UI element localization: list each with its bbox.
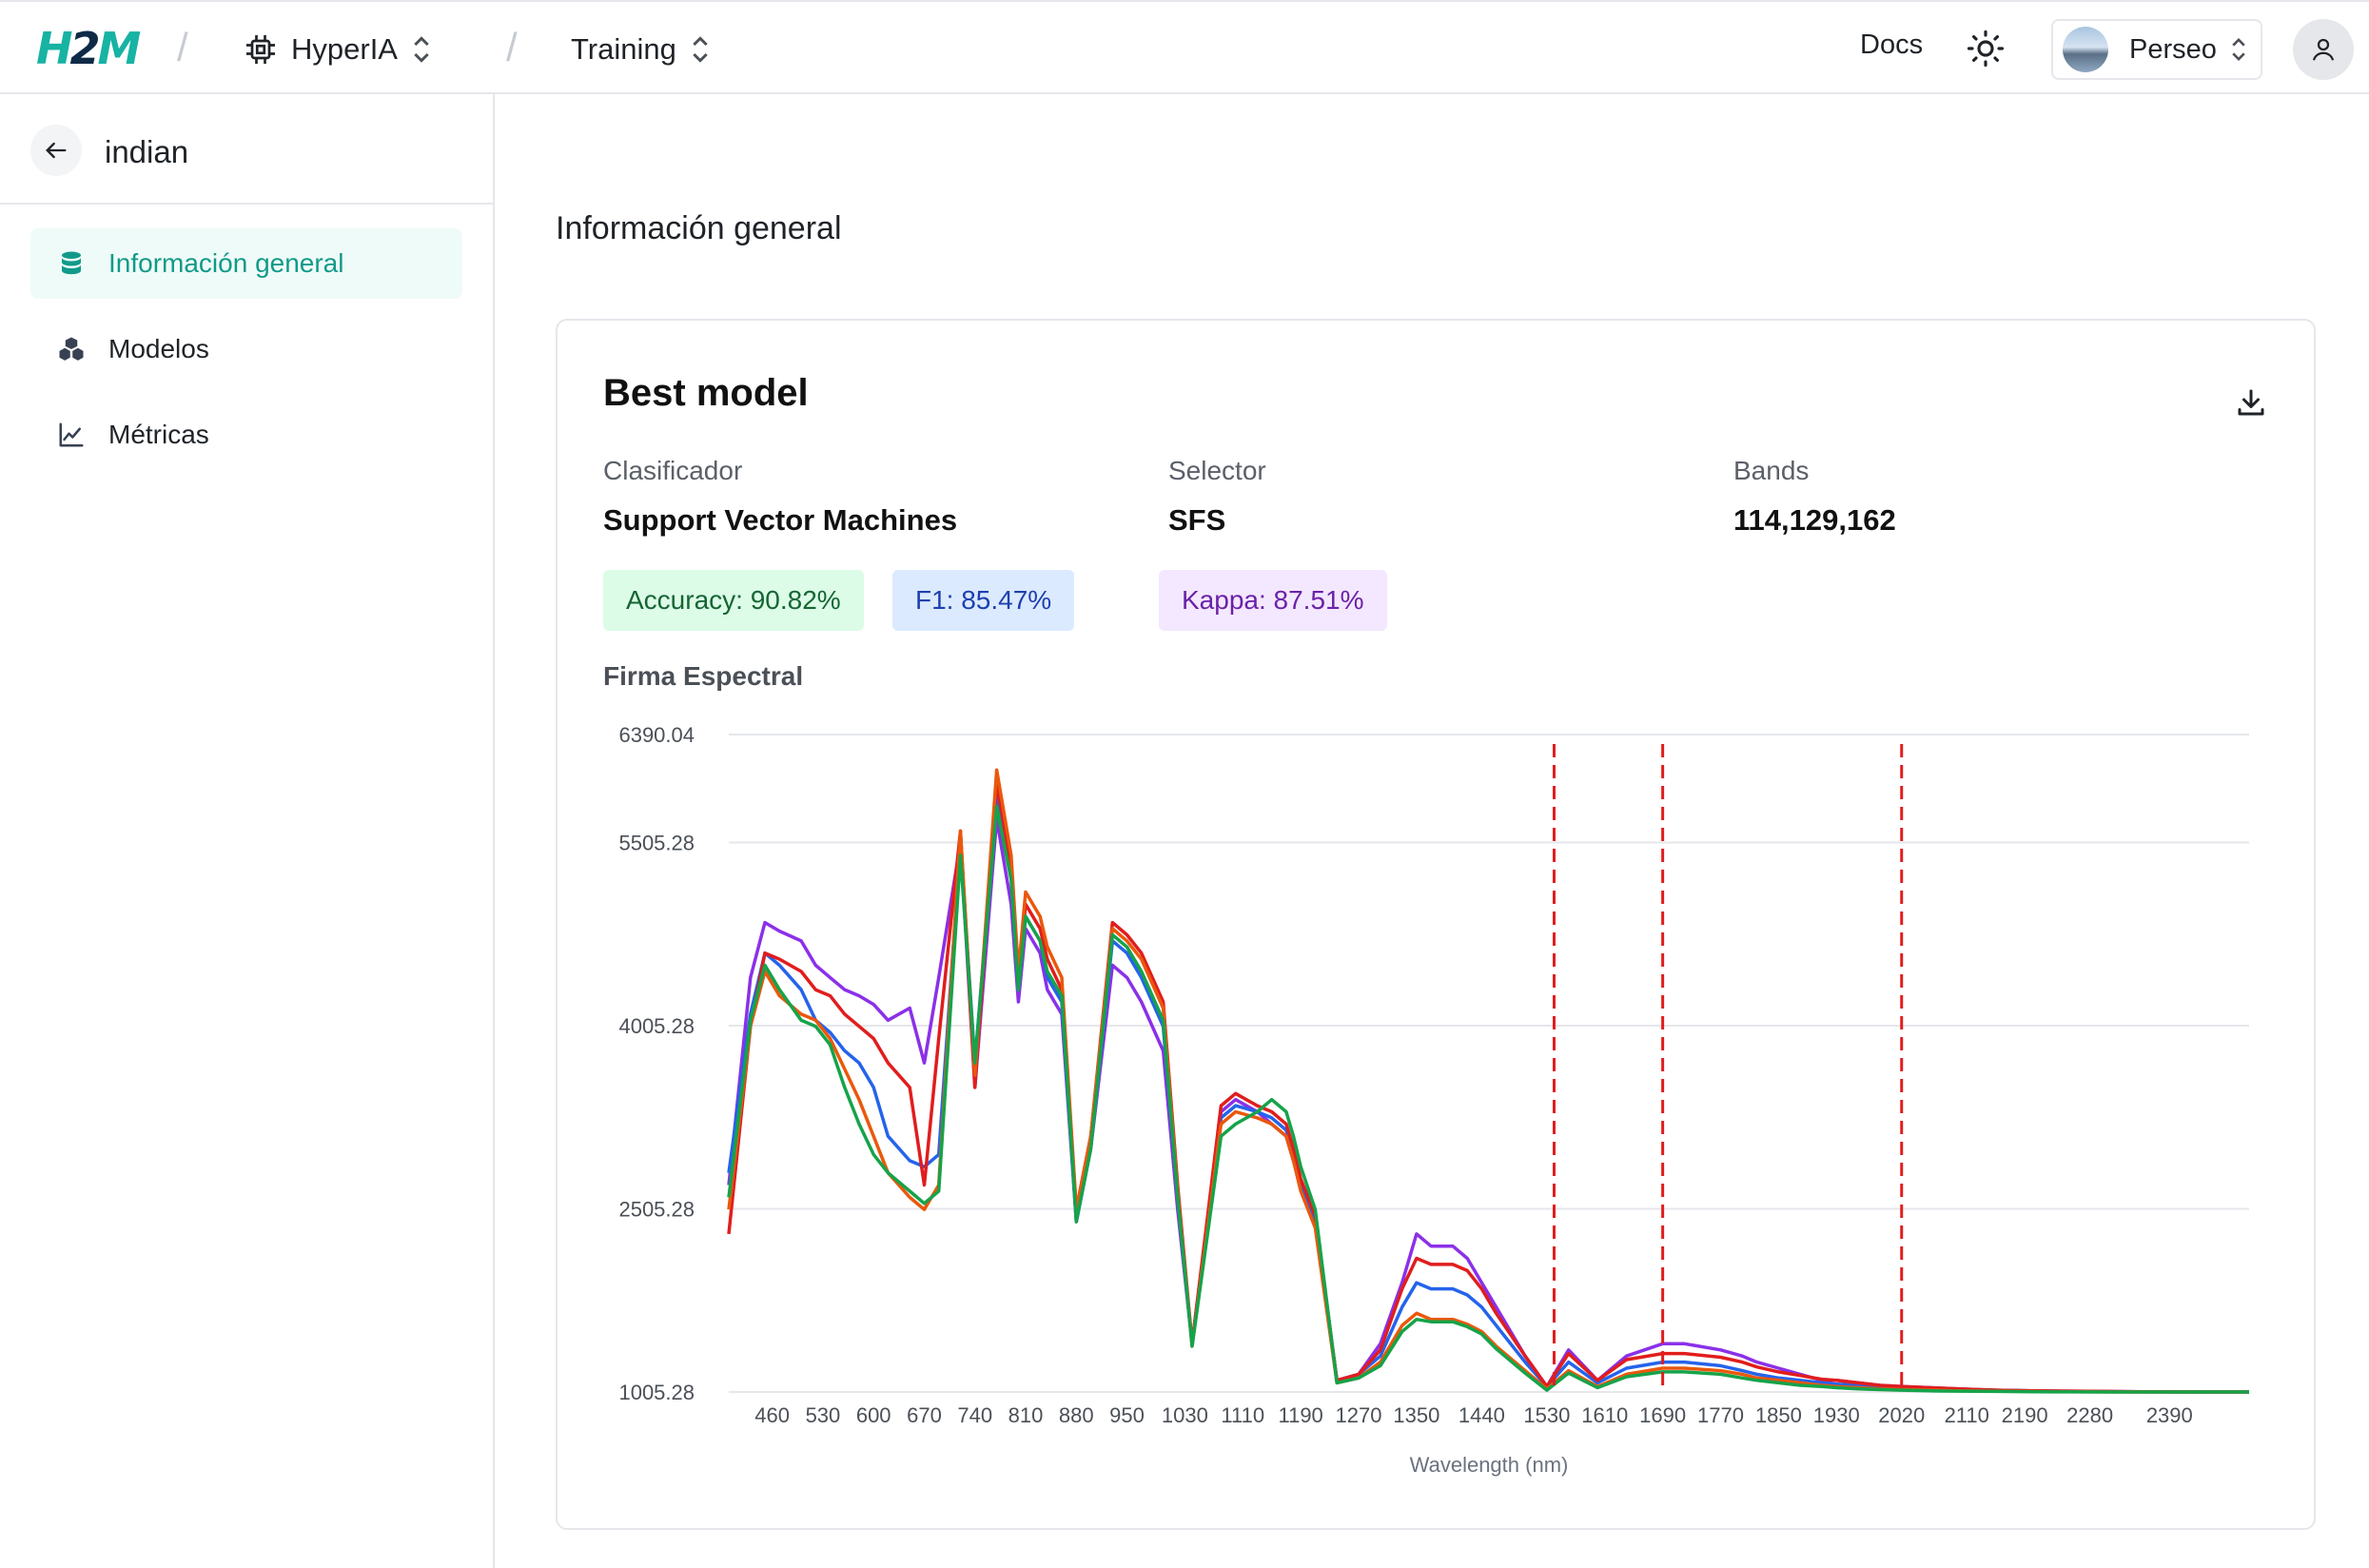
x-tick-label: 1850: [1755, 1403, 1802, 1427]
x-tick-label: 1440: [1459, 1403, 1505, 1427]
field-value: SFS: [1168, 503, 1226, 537]
chevron-up-down-icon: [2232, 38, 2245, 61]
x-tick-label: 600: [856, 1403, 891, 1427]
page-title: Información general: [556, 210, 842, 246]
h2m-logo[interactable]: H2M: [36, 23, 141, 74]
x-tick-label: 1030: [1162, 1403, 1208, 1427]
sidebar-item-label: Métricas: [108, 420, 209, 449]
x-tick-label: 1190: [1278, 1403, 1322, 1427]
section-name: Training: [571, 32, 676, 66]
sidebar-item-metricas[interactable]: Métricas: [30, 400, 462, 470]
breadcrumb-separator: /: [177, 25, 188, 69]
x-tick-label: 1350: [1393, 1403, 1439, 1427]
y-tick-label: 1005.28: [618, 1381, 695, 1404]
docs-link[interactable]: Docs: [1860, 29, 1924, 60]
y-tick-label: 6390.04: [618, 723, 695, 747]
chip-icon: [246, 35, 275, 64]
y-tick-label: 5505.28: [618, 832, 695, 855]
top-bar: H2M / HyperIA / Training Docs Perseo: [0, 0, 2369, 94]
field-label: Bands: [1733, 456, 1810, 485]
breadcrumb-separator: /: [506, 25, 518, 69]
dataset-title: indian: [105, 134, 189, 169]
workspace-name: Perseo: [2129, 33, 2217, 65]
sidebar: indian Información general Modelos Métri…: [0, 94, 495, 1568]
download-icon[interactable]: [2234, 385, 2268, 420]
field-value: Support Vector Machines: [603, 503, 958, 537]
y-tick-label: 4005.28: [618, 1014, 695, 1038]
sidebar-item-label: Modelos: [108, 334, 209, 363]
user-icon: [2312, 38, 2335, 61]
x-tick-label: 1690: [1639, 1403, 1686, 1427]
arrow-left-icon: [46, 142, 67, 159]
field-label: Selector: [1168, 456, 1266, 485]
spectral-signature-chart: 6390.04 5505.28 4005.28 2505.28 1005.28 460 53…: [618, 723, 2249, 1477]
back-button[interactable]: [30, 125, 82, 176]
x-tick-label: 2280: [2066, 1403, 2113, 1427]
x-tick-label: 950: [1109, 1403, 1145, 1427]
x-tick-label: 1110: [1221, 1403, 1264, 1427]
database-icon: [62, 251, 81, 275]
chevron-up-down-icon: [414, 36, 429, 63]
line-chart-icon: [59, 422, 84, 447]
section-selector[interactable]: Training: [571, 27, 711, 72]
workspace-avatar: [2063, 27, 2108, 72]
x-axis-label: Wavelength (nm): [1410, 1453, 1569, 1477]
chart-title: Firma Espectral: [603, 661, 804, 691]
user-menu-button[interactable]: [2293, 19, 2354, 80]
sidebar-item-modelos[interactable]: Modelos: [30, 314, 462, 384]
card-title: Best model: [603, 372, 809, 414]
x-tick-label: 2110: [1945, 1403, 1989, 1427]
accuracy-badge: Accuracy: 90.82%: [603, 570, 864, 631]
project-selector[interactable]: HyperIA: [244, 27, 432, 72]
field-value: 114,129,162: [1733, 503, 1896, 537]
x-tick-label: 810: [1008, 1403, 1044, 1427]
x-tick-label: 1270: [1336, 1403, 1382, 1427]
series-line-3: [727, 780, 2249, 1394]
x-tick-label: 460: [754, 1403, 790, 1427]
f1-badge: F1: 85.47%: [892, 570, 1075, 631]
x-tick-label: 670: [907, 1403, 942, 1427]
cubes-icon: [59, 337, 84, 361]
selector-field: Selector SFS: [1168, 456, 1266, 538]
series-line-5: [727, 804, 2249, 1394]
classifier-field: Clasificador Support Vector Machines: [603, 456, 957, 538]
sidebar-item-informacion-general[interactable]: Información general: [30, 228, 462, 299]
x-tick-label: 1610: [1581, 1403, 1628, 1427]
x-tick-label: 1930: [1813, 1403, 1860, 1427]
x-tick-label: 2190: [2002, 1403, 2048, 1427]
bands-field: Bands 114,129,162: [1733, 456, 1896, 538]
x-tick-label: 2020: [1878, 1403, 1925, 1427]
main-content: Información general Best model Clasifica…: [495, 94, 2369, 1568]
sun-icon[interactable]: [1966, 29, 2006, 69]
y-tick-label: 2505.28: [618, 1198, 695, 1222]
sidebar-header: indian: [0, 94, 493, 205]
kappa-badge: Kappa: 87.51%: [1159, 570, 1387, 631]
x-tick-label: 880: [1059, 1403, 1094, 1427]
x-tick-label: 530: [806, 1403, 841, 1427]
best-model-card: Best model Clasificador Support Vector M…: [556, 319, 2316, 1530]
x-tick-label: 1530: [1523, 1403, 1570, 1427]
field-label: Clasificador: [603, 456, 743, 485]
project-name: HyperIA: [291, 32, 398, 66]
x-tick-label: 2390: [2146, 1403, 2193, 1427]
x-tick-label: 1770: [1697, 1403, 1744, 1427]
workspace-selector[interactable]: Perseo: [2051, 19, 2262, 80]
x-tick-label: 740: [957, 1403, 992, 1427]
chevron-up-down-icon: [693, 36, 708, 63]
sidebar-item-label: Información general: [108, 248, 344, 278]
